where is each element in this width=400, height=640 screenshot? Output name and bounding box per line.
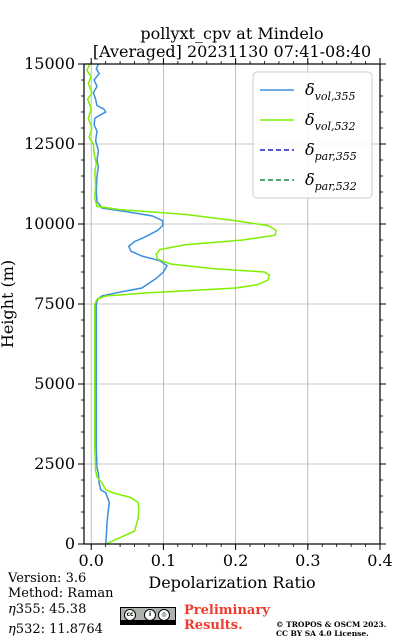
legend-label: δvol,532 [305,110,356,133]
copyright-label: © TROPOS & OSCM 2023. [276,620,387,629]
series-line-vol-355 [92,63,168,545]
x-tick-label: 0.0 [78,551,103,570]
chart-title-line2: [Averaged] 20231130 07:41-08:40 [92,42,372,61]
y-axis-label: Height (m) [0,260,17,348]
by-circle-icon: i [144,609,156,621]
x-tick-label: 0.2 [223,551,248,570]
legend-label: δvol,355 [305,80,356,103]
eta532-value: : 11.8764 [40,622,103,637]
legend-label: δpar,355 [305,140,357,163]
eta532-label: η532: 11.8764 [8,622,103,637]
y-tick-label: 7500 [34,294,75,313]
eta532-subscript: 532 [15,622,41,637]
y-tick-label: 0 [65,534,75,553]
version-label: Version: 3.6 [8,571,87,586]
license-label: CC BY SA 4.0 License. [276,629,369,638]
legend-box [252,71,373,199]
method-label: Method: Raman [8,586,114,601]
y-tick-label: 5000 [34,374,75,393]
legend-label: δpar,532 [305,170,357,193]
x-tick-label: 0.4 [367,551,392,570]
legend: δvol,355 δvol,532 δpar,355 δpar,532 [252,71,373,199]
y-tick-label: 2500 [34,454,75,473]
results-label: Results. [184,618,243,633]
x-axis-label: Depolarization Ratio [148,573,315,592]
y-tick-label: 15000 [24,54,75,73]
chart-title-line1: pollyxt_cpv at Mindelo [140,24,324,43]
eta355-value: : 45.38 [40,602,87,617]
y-tick-label: 10000 [24,214,75,233]
preliminary-label: Preliminary [184,603,270,618]
cc-badge-strip [121,620,175,625]
sa-circle-icon: ◎ [158,609,170,621]
cc-license-badge-icon: cc i ◎ [120,607,176,625]
x-tick-label: 0.3 [295,551,320,570]
series-line-vol-532 [86,63,277,545]
eta355-symbol: η [8,602,16,617]
eta355-label: η355: 45.38 [8,602,86,617]
eta355-subscript: 355 [15,602,41,617]
y-tick-label: 12500 [24,134,75,153]
cc-circle-icon: cc [124,609,136,621]
x-tick-label: 0.1 [151,551,176,570]
eta532-symbol: η [8,622,16,637]
